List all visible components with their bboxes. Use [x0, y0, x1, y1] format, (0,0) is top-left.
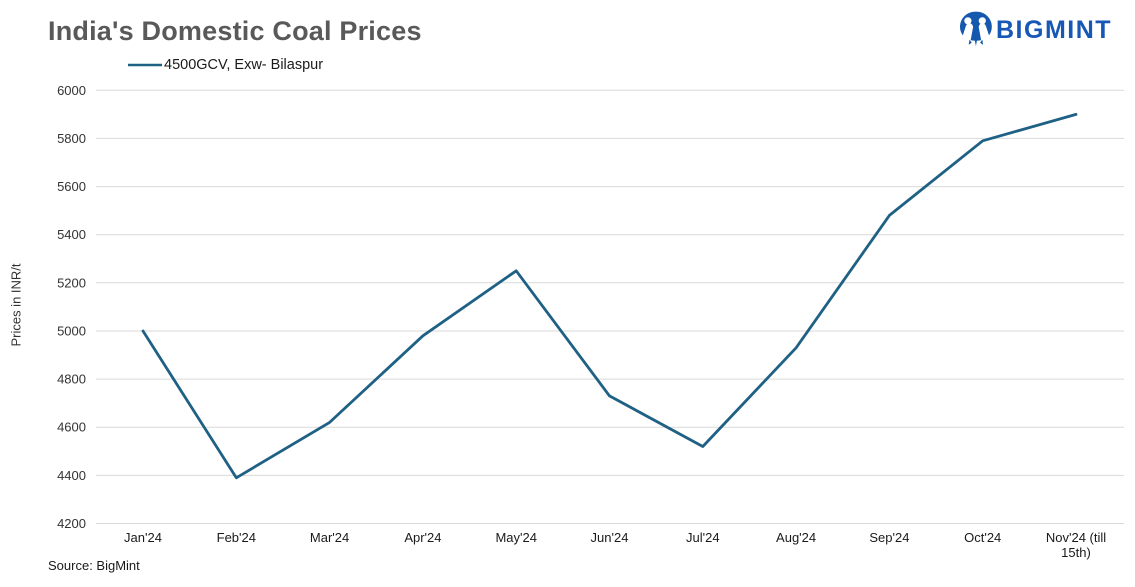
svg-text:Sep'24: Sep'24 [869, 530, 909, 545]
svg-text:5000: 5000 [57, 324, 86, 339]
svg-text:Nov'24 (till: Nov'24 (till [1046, 530, 1106, 545]
svg-text:Jun'24: Jun'24 [591, 530, 629, 545]
svg-text:Mar'24: Mar'24 [310, 530, 349, 545]
svg-text:Oct'24: Oct'24 [964, 530, 1001, 545]
svg-text:5200: 5200 [57, 275, 86, 290]
svg-text:Apr'24: Apr'24 [404, 530, 441, 545]
svg-text:4800: 4800 [57, 372, 86, 387]
svg-text:5800: 5800 [57, 131, 86, 146]
svg-text:4200: 4200 [57, 516, 86, 531]
svg-text:5400: 5400 [57, 227, 86, 242]
svg-text:Jul'24: Jul'24 [686, 530, 720, 545]
svg-text:4600: 4600 [57, 420, 86, 435]
svg-text:4400: 4400 [57, 468, 86, 483]
svg-text:6000: 6000 [57, 83, 86, 98]
svg-text:5600: 5600 [57, 179, 86, 194]
svg-text:May'24: May'24 [495, 530, 537, 545]
svg-text:Jan'24: Jan'24 [124, 530, 162, 545]
svg-text:Feb'24: Feb'24 [217, 530, 256, 545]
svg-text:15th): 15th) [1061, 545, 1091, 560]
svg-text:Aug'24: Aug'24 [776, 530, 816, 545]
